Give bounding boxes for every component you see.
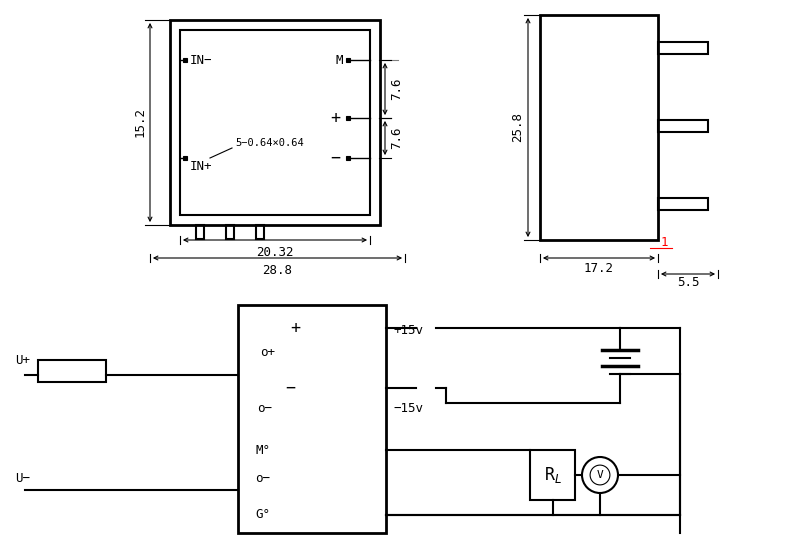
Text: +: + — [290, 319, 300, 337]
Text: 17.2: 17.2 — [584, 261, 614, 275]
Text: IN−: IN− — [190, 54, 212, 67]
Bar — [658, 198, 708, 210]
Bar — [170, 20, 380, 225]
Text: R$_L$: R$_L$ — [543, 465, 562, 485]
Text: +15v: +15v — [393, 323, 423, 336]
Bar — [183, 58, 187, 62]
Text: V: V — [597, 470, 603, 480]
Bar — [346, 58, 350, 62]
Bar — [530, 450, 575, 500]
Bar — [226, 225, 234, 239]
Text: +: + — [330, 109, 340, 127]
Text: 5−0.64×0.64: 5−0.64×0.64 — [235, 138, 304, 148]
Text: 1: 1 — [660, 236, 668, 249]
Bar — [256, 225, 264, 239]
Bar — [180, 30, 370, 215]
Text: 20.32: 20.32 — [256, 246, 294, 259]
Bar — [346, 116, 350, 120]
Text: o−: o− — [255, 472, 271, 485]
Text: 15.2: 15.2 — [133, 107, 147, 137]
Bar — [658, 42, 708, 54]
Bar — [658, 120, 708, 132]
Text: 25.8: 25.8 — [512, 112, 524, 142]
Bar — [346, 156, 350, 160]
Text: G°: G° — [255, 509, 271, 521]
Text: M°: M° — [255, 444, 271, 457]
Text: U+: U+ — [15, 353, 30, 366]
Text: M: M — [335, 54, 343, 67]
Text: U−: U− — [15, 472, 30, 485]
Bar — [238, 305, 386, 533]
Bar — [540, 15, 658, 240]
Bar — [38, 360, 106, 382]
Bar — [183, 156, 187, 160]
Bar — [196, 225, 204, 239]
Text: 28.8: 28.8 — [262, 264, 292, 276]
Text: 5.5: 5.5 — [677, 276, 699, 288]
Text: −15v: −15v — [393, 401, 423, 415]
Text: −: − — [330, 149, 340, 167]
Text: IN+: IN+ — [190, 160, 212, 172]
Text: 7.6: 7.6 — [390, 78, 404, 100]
Text: 7.6: 7.6 — [390, 127, 404, 149]
Text: −: − — [285, 379, 295, 397]
Text: o+: o+ — [260, 346, 275, 359]
Circle shape — [582, 457, 618, 493]
Text: o−: o− — [258, 401, 272, 415]
